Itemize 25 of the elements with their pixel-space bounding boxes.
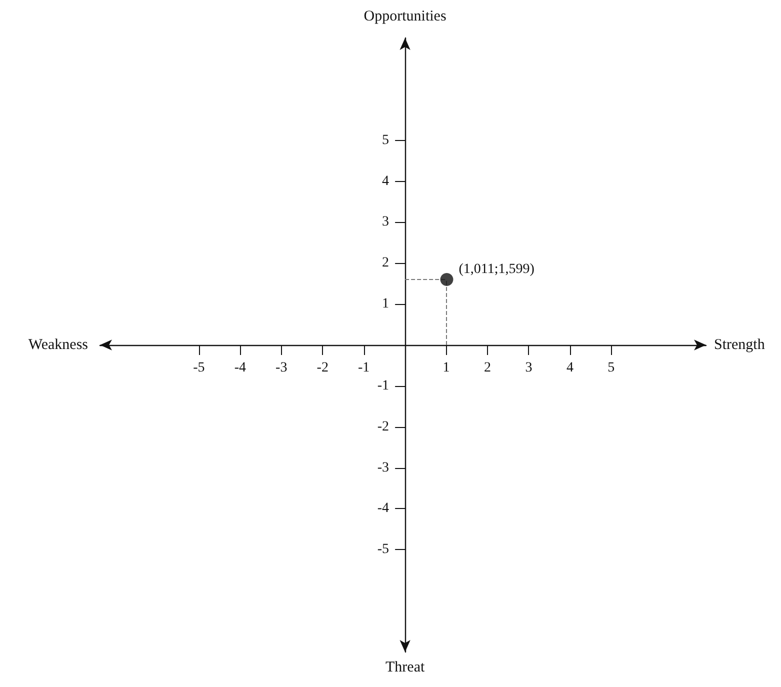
y-tick-label: -2 bbox=[377, 419, 390, 434]
y-axis-title: Opportunities bbox=[364, 8, 446, 24]
y-tick-label: -4 bbox=[377, 501, 390, 516]
y-tick-label: -1 bbox=[377, 378, 390, 394]
y-tick-label: 2 bbox=[382, 256, 390, 271]
x-axis-title: Strength bbox=[714, 337, 766, 353]
x-tick-label: -3 bbox=[276, 360, 288, 376]
x-tick-label: 1 bbox=[442, 360, 450, 376]
x-tick-label: 4 bbox=[566, 360, 574, 376]
annotation: (1,011;1,599) bbox=[458, 262, 535, 278]
text: Weakness bbox=[28, 337, 88, 353]
x-tick-label: 5 bbox=[608, 360, 615, 376]
y-tick-label: -3 bbox=[377, 460, 390, 476]
x-tick-label: 2 bbox=[484, 360, 492, 376]
y-tick-label: 5 bbox=[382, 132, 390, 148]
y-tick-label: 4 bbox=[382, 174, 390, 189]
x-tick-label: -5 bbox=[193, 360, 205, 376]
y-tick-label: 3 bbox=[382, 214, 390, 230]
x-tick-label: -4 bbox=[234, 360, 246, 376]
x-tick-label: -2 bbox=[316, 360, 328, 376]
text: Threat bbox=[385, 660, 426, 676]
y-tick-label: 1 bbox=[382, 296, 390, 312]
x-tick-label: 3 bbox=[525, 360, 532, 376]
y-tick-label: -5 bbox=[377, 542, 390, 558]
x-tick-label: -1 bbox=[358, 360, 370, 376]
